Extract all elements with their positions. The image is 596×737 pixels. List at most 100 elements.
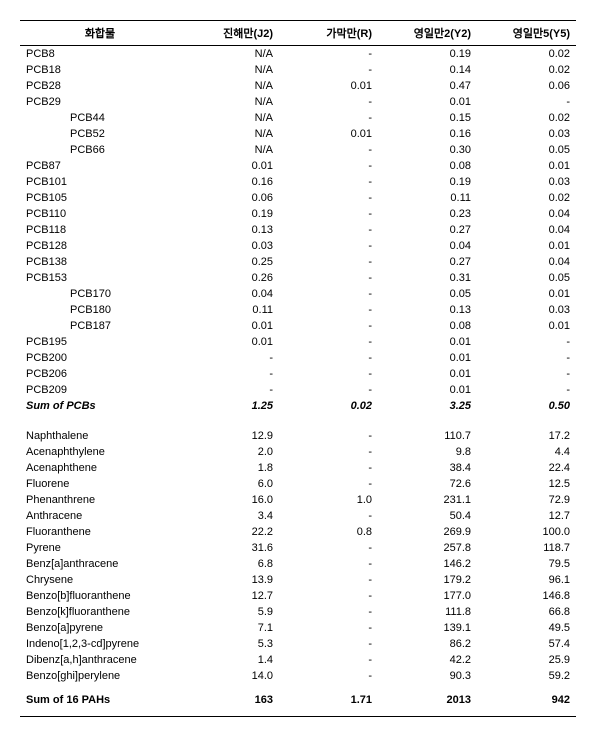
value-cell: 0.26 (180, 270, 279, 286)
value-cell: 0.13 (378, 302, 477, 318)
table-row: Fluorene6.0-72.612.5 (20, 476, 576, 492)
value-cell: 0.19 (180, 206, 279, 222)
value-cell: - (279, 366, 378, 382)
value-cell: - (279, 174, 378, 190)
table-row: PCB1700.04-0.050.01 (20, 286, 576, 302)
value-cell: - (279, 350, 378, 366)
table-row: Benzo[b]fluoranthene12.7-177.0146.8 (20, 588, 576, 604)
table-row: PCB52N/A0.010.160.03 (20, 126, 576, 142)
compound-name: Fluorene (20, 476, 180, 492)
value-cell: 16.0 (180, 492, 279, 508)
value-cell: 1.8 (180, 460, 279, 476)
table-row: PCB28N/A0.010.470.06 (20, 78, 576, 94)
value-cell: 0.03 (477, 126, 576, 142)
value-cell: 269.9 (378, 524, 477, 540)
value-cell: 179.2 (378, 572, 477, 588)
compound-name: PCB101 (20, 174, 180, 190)
value-cell: 72.9 (477, 492, 576, 508)
value-cell: 86.2 (378, 636, 477, 652)
compound-name: PCB44 (20, 110, 180, 126)
value-cell: 100.0 (477, 524, 576, 540)
value-cell: 0.14 (378, 62, 477, 78)
value-cell: - (279, 428, 378, 444)
value-cell: - (279, 270, 378, 286)
value-cell: 5.3 (180, 636, 279, 652)
value-cell: - (477, 350, 576, 366)
table-row: PCB1800.11-0.130.03 (20, 302, 576, 318)
compound-name: PCB8 (20, 46, 180, 63)
compound-name: PCB138 (20, 254, 180, 270)
table-row: Indeno[1,2,3-cd]pyrene5.3-86.257.4 (20, 636, 576, 652)
table-row: PCB1530.26-0.310.05 (20, 270, 576, 286)
compound-name: Benzo[ghi]perylene (20, 668, 180, 684)
value-cell: - (477, 366, 576, 382)
value-cell: - (279, 572, 378, 588)
compound-name: Chrysene (20, 572, 180, 588)
value-cell: 3.4 (180, 508, 279, 524)
value-cell: - (279, 444, 378, 460)
table-row: PCB8N/A-0.190.02 (20, 46, 576, 63)
value-cell: - (279, 46, 378, 63)
value-cell: - (180, 366, 279, 382)
value-cell: - (279, 508, 378, 524)
value-cell: - (279, 110, 378, 126)
value-cell: 146.2 (378, 556, 477, 572)
value-cell: - (279, 206, 378, 222)
value-cell: 0.06 (477, 78, 576, 94)
value-cell: - (279, 142, 378, 158)
value-cell: 0.50 (477, 398, 576, 414)
value-cell: 110.7 (378, 428, 477, 444)
value-cell: 0.05 (378, 286, 477, 302)
value-cell: - (279, 540, 378, 556)
compound-name: PCB170 (20, 286, 180, 302)
value-cell: 0.47 (378, 78, 477, 94)
compound-name: Anthracene (20, 508, 180, 524)
value-cell: 12.7 (180, 588, 279, 604)
value-cell: 4.4 (477, 444, 576, 460)
value-cell: - (279, 302, 378, 318)
value-cell: 0.11 (180, 302, 279, 318)
value-cell: N/A (180, 126, 279, 142)
value-cell: 0.30 (378, 142, 477, 158)
value-cell: - (279, 604, 378, 620)
table-row: PCB1050.06-0.110.02 (20, 190, 576, 206)
value-cell: 0.01 (378, 366, 477, 382)
header-compound: 화합물 (20, 21, 180, 46)
table-row: Phenanthrene16.01.0231.172.9 (20, 492, 576, 508)
value-cell: 0.01 (477, 318, 576, 334)
value-cell: 2.0 (180, 444, 279, 460)
compound-name: Benz[a]anthracene (20, 556, 180, 572)
compound-name: Phenanthrene (20, 492, 180, 508)
value-cell: 0.25 (180, 254, 279, 270)
value-cell: 1.71 (279, 684, 378, 717)
value-cell: 0.05 (477, 270, 576, 286)
value-cell: 257.8 (378, 540, 477, 556)
value-cell: - (279, 190, 378, 206)
compound-name: Dibenz[a,h]anthracene (20, 652, 180, 668)
value-cell: 0.03 (477, 302, 576, 318)
compound-name: PCB128 (20, 238, 180, 254)
table-row: PCB209--0.01- (20, 382, 576, 398)
value-cell: 0.04 (180, 286, 279, 302)
compound-name: Benzo[b]fluoranthene (20, 588, 180, 604)
compound-name: PCB52 (20, 126, 180, 142)
value-cell: 0.04 (378, 238, 477, 254)
value-cell: 7.1 (180, 620, 279, 636)
value-cell: 31.6 (180, 540, 279, 556)
value-cell: - (279, 94, 378, 110)
table-row: Pyrene31.6-257.8118.7 (20, 540, 576, 556)
table-row: PCB1180.13-0.270.04 (20, 222, 576, 238)
value-cell: 0.02 (477, 110, 576, 126)
value-cell: 0.01 (477, 286, 576, 302)
header-y2: 영일만2(Y2) (378, 21, 477, 46)
table-row: Naphthalene12.9-110.717.2 (20, 428, 576, 444)
table-row: PCB1100.19-0.230.04 (20, 206, 576, 222)
compound-name: PCB187 (20, 318, 180, 334)
table-row: PCB1380.25-0.270.04 (20, 254, 576, 270)
value-cell: 6.0 (180, 476, 279, 492)
value-cell: 0.08 (378, 318, 477, 334)
value-cell: 0.23 (378, 206, 477, 222)
table-row: PCB870.01-0.080.01 (20, 158, 576, 174)
table-row: PCB18N/A-0.140.02 (20, 62, 576, 78)
value-cell: 0.01 (378, 334, 477, 350)
